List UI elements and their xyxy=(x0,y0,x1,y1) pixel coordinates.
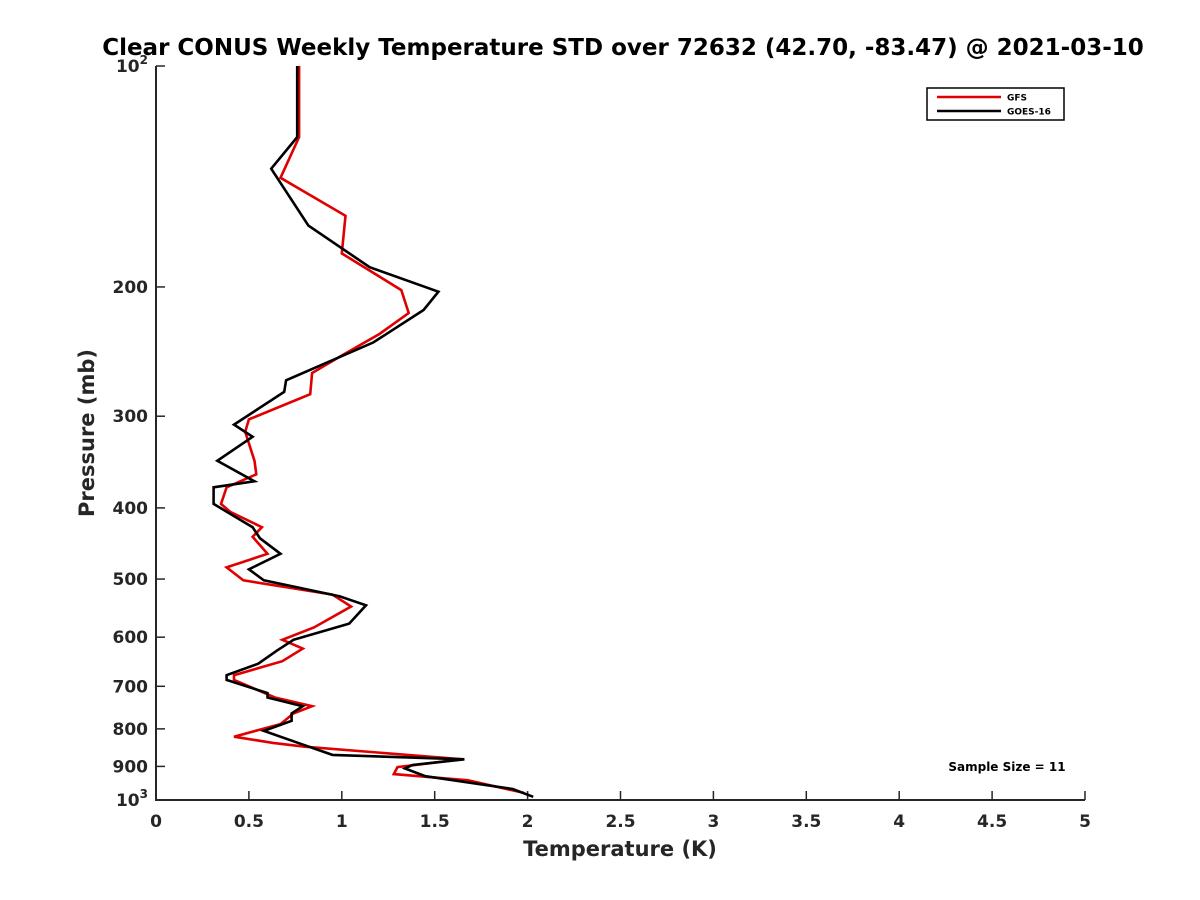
y-tick-label: 400 xyxy=(113,499,149,519)
x-tick-label: 4 xyxy=(893,812,905,832)
x-tick-label: 2.5 xyxy=(605,812,635,832)
y-tick-label: 600 xyxy=(113,628,149,648)
x-tick-label: 0.5 xyxy=(234,812,264,832)
chart-title: Clear CONUS Weekly Temperature STD over … xyxy=(102,35,1144,61)
x-tick-label: 3.5 xyxy=(791,812,821,832)
x-tick-label: 5 xyxy=(1079,812,1091,832)
legend-label: GOES-16 xyxy=(1007,108,1051,118)
legend-box xyxy=(926,87,1065,121)
y-tick-label: 103 xyxy=(116,787,148,811)
x-tick-label: 0 xyxy=(150,812,162,832)
series-line-gfs xyxy=(219,66,525,795)
y-tick-label: 800 xyxy=(113,720,149,740)
x-tick-label: 4.5 xyxy=(977,812,1007,832)
y-tick-label: 200 xyxy=(113,278,149,298)
axes: 0 0.5 1 1.5 2 2.5 3 3.5 4 4.5 5 102 200 300 400 500 600 7… xyxy=(113,53,1091,832)
x-tick-label: 3 xyxy=(707,812,719,832)
series-line-goes-16 xyxy=(212,66,534,799)
x-tick-label: 2 xyxy=(522,812,534,832)
legend-label: GFS xyxy=(1007,94,1027,104)
x-axis-label: Temperature (K) xyxy=(523,837,717,861)
sample-size-annotation: Sample Size = 11 xyxy=(948,760,1065,774)
x-tick-label: 1.5 xyxy=(420,812,450,832)
series-layer xyxy=(212,66,534,799)
y-axis-label: Pressure (mb) xyxy=(75,349,99,517)
y-tick-label: 102 xyxy=(116,53,148,77)
y-tick-label: 700 xyxy=(113,677,149,697)
y-tick-label: 900 xyxy=(113,757,149,777)
y-tick-label: 300 xyxy=(113,407,149,427)
x-tick-label: 1 xyxy=(336,812,348,832)
legend: GFS GOES-16 xyxy=(926,87,1065,121)
y-tick-label: 500 xyxy=(113,570,149,590)
